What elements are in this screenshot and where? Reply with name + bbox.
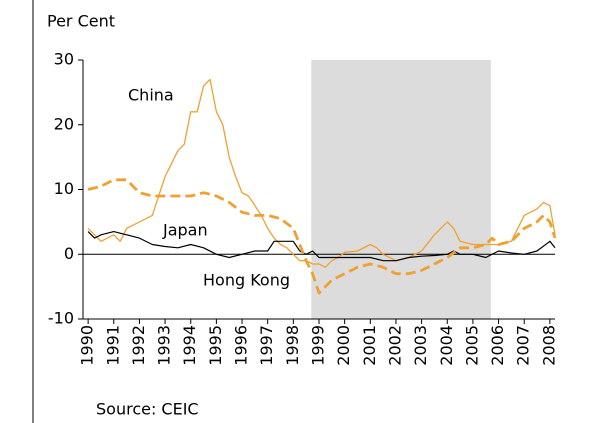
x-tick-label: 2006 — [488, 325, 507, 366]
series-line — [87, 231, 556, 262]
source-note: Source: CEIC — [96, 400, 199, 419]
x-tick-label: 1997 — [257, 325, 276, 366]
x-tick-label: 2007 — [514, 325, 533, 366]
y-tick-label: 20 — [54, 114, 74, 133]
x-tick-label: 2003 — [411, 325, 430, 366]
series-line — [87, 78, 556, 268]
series-line — [87, 178, 557, 295]
x-tick-label: 2000 — [334, 325, 353, 366]
x-tick-label: 1993 — [155, 325, 174, 366]
x-tick-label: 1991 — [103, 325, 122, 366]
y-axis-title: Per Cent — [47, 12, 115, 31]
x-tick-label: 1992 — [129, 325, 148, 366]
y-tick-label: -10 — [48, 309, 74, 328]
y-tick-label: 10 — [54, 179, 74, 198]
x-tick-label: 2001 — [360, 325, 379, 366]
x-tick-label: 1990 — [78, 325, 97, 366]
x-tick-label: 2002 — [385, 325, 404, 366]
x-tick-label: 1996 — [232, 325, 251, 366]
x-tick-label: 1999 — [309, 325, 328, 366]
series-label: Japan — [162, 221, 208, 240]
x-tick-label: 1995 — [206, 325, 225, 366]
shaded-region — [311, 60, 491, 319]
x-tick-label: 1994 — [180, 325, 199, 366]
y-tick-label: 30 — [54, 50, 74, 69]
x-tick-label: 1998 — [283, 325, 302, 366]
series-label: Hong Kong — [203, 271, 290, 290]
x-tick-label: 2005 — [462, 325, 481, 366]
x-tick-label: 2004 — [437, 325, 456, 366]
y-tick-label: 0 — [64, 244, 74, 263]
x-tick-label: 2008 — [539, 325, 558, 366]
series-label: China — [128, 86, 174, 105]
